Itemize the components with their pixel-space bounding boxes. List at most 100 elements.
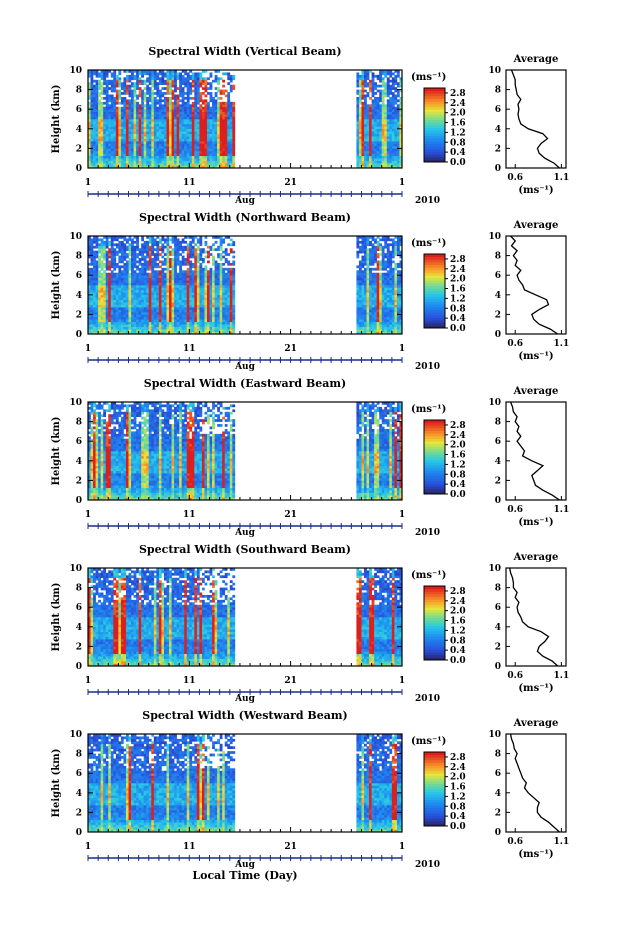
heatmap-cell: [118, 272, 122, 276]
heatmap-cell: [136, 136, 139, 139]
heatmap-cell: [120, 304, 124, 308]
heatmap-cell: [100, 314, 104, 318]
heatmap-cell: [166, 262, 170, 266]
heatmap-cell: [186, 116, 190, 120]
heatmap-cell: [128, 331, 132, 335]
heatmap-cell: [161, 309, 165, 313]
heatmap-cell: [361, 145, 365, 149]
heatmap-cell: [399, 114, 403, 117]
heatmap-cell: [204, 155, 208, 159]
heatmap-cell: [148, 141, 152, 144]
heatmap-cell: [171, 275, 175, 278]
heatmap-cell: [158, 311, 162, 315]
heatmap-cell: [199, 116, 203, 120]
heatmap-cell: [399, 96, 403, 100]
heatmap-cell: [156, 138, 160, 142]
heatmap-cell: [123, 150, 127, 154]
heatmap-cell: [128, 307, 132, 310]
heatmap-cell: [123, 272, 127, 276]
heatmap-cell: [141, 255, 145, 259]
heatmap-cell: [123, 96, 127, 100]
heatmap-cell: [227, 289, 231, 293]
heatmap-cell: [123, 145, 127, 149]
heatmap-cell: [201, 277, 205, 281]
heatmap-cell: [212, 143, 215, 147]
heatmap-cell: [179, 324, 182, 327]
heatmap-cell: [381, 136, 385, 139]
heatmap-cell: [191, 272, 195, 276]
heatmap-cell: [148, 163, 152, 166]
heatmap-cell: [161, 280, 165, 283]
heatmap-cell: [128, 258, 132, 261]
heatmap-cell: [156, 77, 160, 81]
heatmap-cell: [103, 250, 107, 254]
heatmap-cell: [151, 275, 155, 278]
heatmap-cell: [138, 82, 142, 85]
heatmap-cell: [379, 89, 383, 93]
heatmap-cell: [217, 267, 220, 271]
heatmap-cell: [227, 331, 231, 335]
heatmap-cell: [115, 289, 119, 293]
heatmap-cell: [153, 143, 157, 147]
heatmap-cell: [105, 136, 109, 139]
heatmap-cell: [156, 109, 160, 112]
heatmap-cell: [186, 141, 190, 144]
heatmap-cell: [181, 74, 185, 78]
heatmap-cell: [100, 250, 104, 254]
heatmap-cell: [212, 280, 215, 283]
heatmap-cell: [396, 72, 400, 76]
heatmap-cell: [196, 119, 200, 122]
heatmap-cell: [394, 133, 398, 137]
heatmap-cell: [163, 163, 167, 166]
heatmap-cell: [181, 326, 185, 330]
heatmap-cell: [217, 321, 220, 325]
heatmap-cell: [194, 114, 198, 117]
heatmap-cell: [184, 248, 188, 251]
heatmap-cell: [364, 148, 367, 152]
heatmap-cell: [115, 99, 119, 103]
heatmap-cell: [100, 282, 104, 286]
heatmap-cell: [163, 321, 167, 325]
heatmap-cell: [171, 79, 175, 83]
heatmap-cell: [146, 277, 150, 281]
heatmap-cell: [186, 280, 190, 283]
heatmap-cell: [110, 79, 114, 83]
heatmap-cell: [196, 238, 200, 242]
heatmap-cell: [163, 289, 167, 293]
heatmap-cell: [88, 138, 91, 142]
heatmap-cell: [95, 89, 99, 93]
heatmap-cell: [209, 302, 213, 305]
heatmap-cell: [181, 314, 185, 318]
heatmap-cell: [95, 289, 99, 293]
heatmap-cell: [364, 72, 367, 76]
heatmap-cell: [227, 138, 231, 142]
heatmap-cell: [184, 123, 188, 127]
heatmap-cell: [212, 314, 215, 318]
heatmap-cell: [156, 294, 160, 298]
heatmap-cell: [222, 331, 226, 335]
heatmap-cell: [95, 155, 99, 159]
heatmap-cell: [209, 153, 213, 157]
heatmap-cell: [194, 282, 198, 286]
heatmap-cell: [179, 270, 182, 274]
heatmap-cell: [356, 292, 360, 296]
heatmap-cell: [98, 314, 101, 318]
heatmap-cell: [399, 126, 403, 130]
heatmap-cell: [131, 250, 134, 254]
heatmap-cell: [184, 116, 188, 120]
heatmap-cell: [156, 314, 160, 318]
heatmap-cell: [181, 163, 185, 166]
heatmap-cell: [95, 260, 99, 264]
heatmap-cell: [181, 277, 185, 281]
heatmap-cell: [153, 150, 157, 154]
heatmap-cell: [158, 316, 162, 320]
heatmap-cell: [227, 260, 231, 264]
heatmap-cell: [113, 77, 117, 81]
heatmap-cell: [374, 141, 377, 144]
heatmap-cell: [153, 275, 157, 278]
heatmap-cell: [138, 94, 142, 98]
heatmap-cell: [379, 155, 383, 159]
heatmap-cell: [389, 126, 393, 130]
heatmap-cell: [90, 79, 94, 83]
heatmap-cell: [136, 116, 139, 120]
